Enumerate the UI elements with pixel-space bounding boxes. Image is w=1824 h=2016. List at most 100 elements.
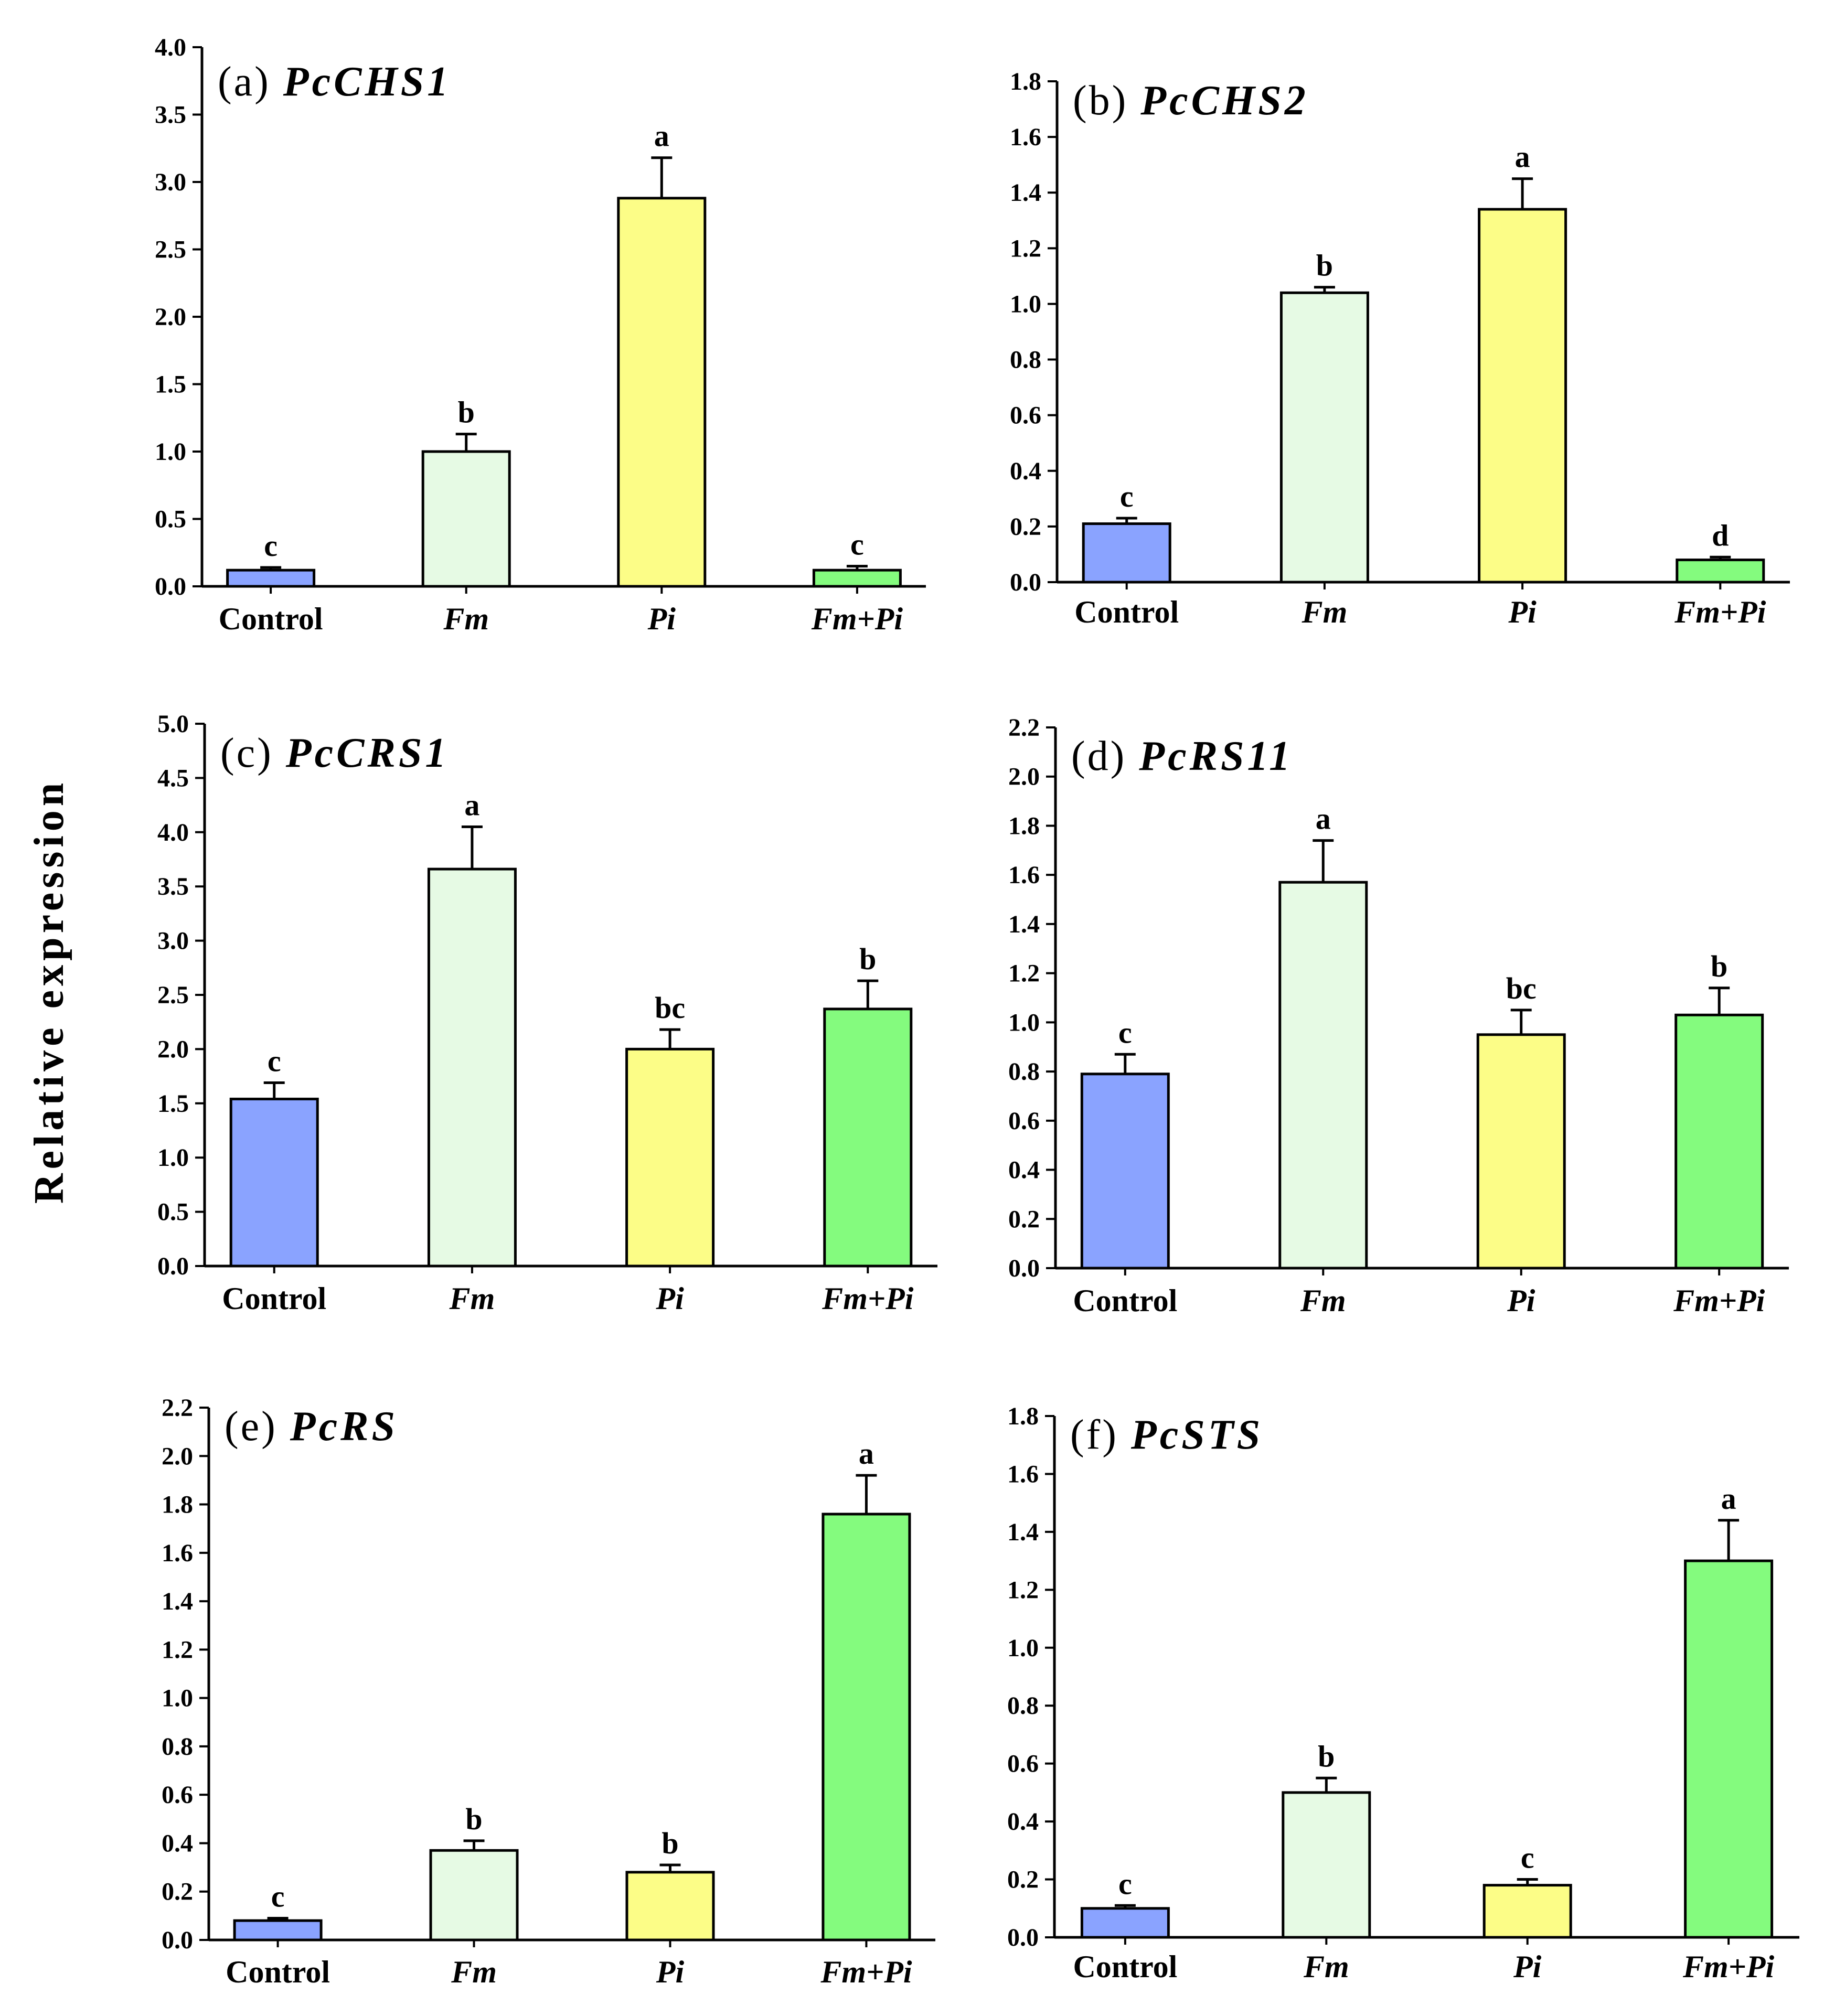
y-tick-label: 0.0: [157, 1252, 189, 1280]
bar-Fm: [1278, 881, 1368, 1270]
y-tick-label: 1.2: [1007, 1576, 1039, 1604]
y-tick-label: 3.0: [155, 168, 186, 196]
significance-label-Control: c: [1118, 1015, 1132, 1049]
category-label-Control: Control: [1073, 1283, 1177, 1318]
category-label-Control: Control: [226, 1955, 330, 1989]
significance-label-Fm+Pi: b: [859, 942, 876, 976]
bar-Control: [1080, 1073, 1170, 1270]
y-tick-label: 2.5: [155, 236, 186, 264]
significance-label-Pi: a: [1515, 140, 1530, 174]
y-tick-label: 0.6: [1007, 1750, 1039, 1778]
bar-Control: [1082, 522, 1171, 584]
category-label-Fm+Pi: Fm+Pi: [811, 602, 903, 636]
category-label-Control: Control: [1073, 1949, 1177, 1984]
panel-letter: (c): [220, 730, 286, 776]
chart-panels: 0.00.51.01.52.02.53.03.54.0cControlbFmaP…: [155, 34, 1799, 1989]
y-tick-label: 0.2: [1007, 1866, 1039, 1894]
panel-title: (d) PcRS11: [1071, 733, 1293, 779]
panel-title: (b) PcCHS2: [1073, 78, 1309, 124]
y-tick-label: 1.8: [1007, 1402, 1039, 1430]
y-tick-label: 1.6: [162, 1539, 193, 1567]
significance-label-Fm: b: [1318, 1739, 1335, 1773]
bar-Fm: [1282, 1791, 1371, 1939]
category-label-Pi: Pi: [647, 602, 676, 636]
panel-title: (f) PcSTS: [1070, 1412, 1263, 1458]
bar-Fm+Pi: [823, 1007, 913, 1268]
y-tick-label: 2.0: [157, 1035, 189, 1063]
bar-Pi: [617, 197, 707, 588]
y-tick-label: 0.2: [162, 1878, 193, 1906]
y-axis-label: Relative expression: [26, 779, 72, 1204]
y-tick-label: 0.0: [162, 1926, 193, 1954]
y-tick-label: 0.4: [1008, 1156, 1040, 1184]
significance-label-Fm: b: [1316, 249, 1333, 283]
bar-Pi: [1478, 208, 1567, 584]
panel-gene-name: PcRS: [290, 1403, 398, 1450]
y-tick-label: 0.4: [1007, 1808, 1039, 1836]
category-label-Fm: Fm: [443, 602, 489, 636]
chart-panel-PcCHS2: 0.0 0.2 0.4 0.6 0.8 1.0 1.2 1.4 1.6 1.8 c Control b F…: [1010, 68, 1790, 629]
chart-panel-PcSTS: 0.0 0.2 0.4 0.6 0.8 1.0 1.2 1.4 1.6 1.8 c Control b F…: [1007, 1402, 1799, 1984]
bar-Fm+Pi: [822, 1513, 911, 1942]
y-tick-label: 0.6: [1008, 1107, 1040, 1135]
significance-label-Fm+Pi: b: [1711, 949, 1727, 983]
category-label-Fm: Fm: [1303, 1949, 1349, 1984]
y-tick-label: 0.8: [1007, 1692, 1039, 1720]
y-tick-label: 1.2: [162, 1636, 193, 1664]
y-tick-label: 1.5: [157, 1090, 189, 1118]
category-label-Pi: Pi: [655, 1281, 684, 1316]
y-tick-label: 0.8: [1010, 346, 1041, 374]
y-tick-label: 1.8: [1010, 68, 1041, 95]
significance-label-Control: c: [268, 1044, 281, 1078]
y-tick-label: 1.2: [1008, 960, 1040, 988]
y-tick-label: 1.8: [162, 1491, 193, 1519]
bar-Control: [233, 1919, 323, 1942]
bar-Fm: [427, 867, 517, 1268]
category-label-Fm: Fm: [1302, 595, 1348, 629]
significance-label-Pi: b: [662, 1826, 678, 1860]
bar-Fm: [421, 450, 511, 588]
category-label-Pi: Pi: [1508, 595, 1537, 629]
y-tick-label: 5.0: [157, 710, 189, 738]
significance-label-Fm+Pi: a: [1721, 1482, 1736, 1516]
panel-title: (c) PcCRS1: [220, 730, 449, 776]
y-tick-label: 1.0: [155, 438, 186, 466]
significance-label-Fm: b: [458, 395, 475, 430]
y-tick-label: 1.4: [162, 1588, 193, 1615]
y-tick-label: 0.8: [1008, 1058, 1040, 1086]
chart-panel-PcCHS1: 0.0 0.5 1.0 1.5 2.0 2.5 3.0 3.5 4.0 c Control b Fm a P…: [155, 34, 926, 636]
significance-label-Fm: b: [465, 1802, 482, 1836]
y-tick-label: 0.2: [1008, 1205, 1040, 1233]
y-tick-label: 1.0: [162, 1685, 193, 1712]
y-tick-label: 1.4: [1008, 910, 1040, 938]
category-label-Pi: Pi: [1513, 1949, 1542, 1984]
y-tick-label: 0.8: [162, 1733, 193, 1761]
bar-Fm: [1279, 291, 1369, 584]
bar-Control: [226, 569, 316, 588]
y-tick-label: 2.0: [162, 1442, 193, 1470]
bar-Pi: [1476, 1033, 1566, 1270]
chart-panel-PcRS: 0.0 0.2 0.4 0.6 0.8 1.0 1.2 1.4 1.6 1.8 2.0 2.2 c Con…: [162, 1394, 935, 1989]
bar-Fm: [429, 1849, 519, 1942]
y-tick-label: 2.2: [162, 1394, 193, 1422]
y-tick-label: 1.2: [1010, 234, 1041, 262]
y-tick-label: 0.6: [1010, 402, 1041, 430]
panel-title: (a) PcCHS1: [218, 59, 451, 105]
y-tick-label: 0.5: [155, 506, 186, 533]
y-tick-label: 0.0: [1007, 1924, 1039, 1951]
panel-letter: (b): [1073, 78, 1140, 124]
panel-letter: (f): [1070, 1412, 1131, 1458]
chart-panel-PcCRS1: 0.0 0.5 1.0 1.5 2.0 2.5 3.0 3.5 4.0 4.5 5.0 c Contro…: [157, 710, 937, 1316]
significance-label-Control: c: [1120, 479, 1134, 513]
significance-label-Pi: a: [654, 119, 669, 153]
y-tick-label: 3.5: [155, 101, 186, 129]
significance-label-Fm+Pi: a: [859, 1436, 874, 1471]
bar-Fm+Pi: [1674, 1013, 1764, 1270]
panel-letter: (d): [1071, 733, 1139, 779]
bar-Control: [1080, 1907, 1170, 1939]
significance-label-Pi: bc: [1506, 971, 1537, 1005]
category-label-Fm: Fm: [449, 1281, 495, 1316]
y-tick-label: 0.5: [157, 1198, 189, 1226]
bar-Pi: [625, 1871, 715, 1942]
